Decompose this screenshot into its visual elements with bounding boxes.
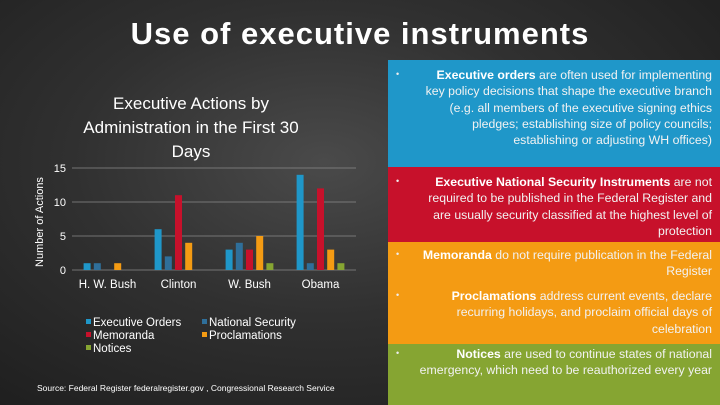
bullet-text: Notices are used to continue states of n…	[419, 347, 712, 378]
bar-clinton-proclamations	[185, 242, 193, 270]
band-orange	[388, 242, 720, 344]
chart-bars	[83, 174, 345, 270]
bullet-dot: •	[396, 69, 400, 79]
legend-swatch	[86, 319, 91, 324]
chart-grid	[72, 167, 356, 271]
band-green	[388, 344, 720, 405]
bullet-panel: • Executive orders are often used for im…	[388, 60, 720, 405]
x-tick-label: H. W. Bush	[79, 279, 137, 291]
bar-h-w-bush-proclamations	[114, 263, 122, 270]
x-tick-label: W. Bush	[228, 279, 271, 291]
bullet-text: Executive National Security Instruments …	[428, 175, 712, 238]
chart-title-line-1: Executive Actions by	[113, 94, 269, 113]
bar-w-bush-national-security	[235, 242, 243, 270]
bar-obama-executive-orders	[296, 174, 304, 270]
slide-title: Use of executive instruments	[130, 16, 590, 51]
x-tick-labels: H. W. Bush Clinton W. Bush Obama	[79, 279, 340, 291]
bar-obama-memoranda	[317, 188, 324, 270]
chart-title-line-2: Administration in the First 30	[83, 118, 299, 137]
bullet-dot: •	[396, 176, 400, 186]
bullet-dot: •	[396, 348, 400, 358]
bar-w-bush-memoranda	[246, 249, 253, 270]
bar-chart: 0 5 10 15 H. W. Bush Clinton W. Bush Obama Num…	[34, 163, 356, 355]
y-tick-labels: 0 5 10 15	[54, 163, 66, 277]
legend-label: Executive Orders	[93, 317, 181, 329]
bar-h-w-bush-national-security	[93, 263, 101, 270]
chart-legend: Executive Orders National Security Memoran…	[86, 317, 296, 355]
y-tick-label: 15	[54, 163, 66, 175]
bar-w-bush-notices	[266, 263, 274, 270]
legend-swatch	[202, 319, 207, 324]
bar-obama-proclamations	[327, 249, 335, 270]
source-note: Source: Federal Register federalregister…	[37, 383, 335, 393]
bar-w-bush-executive-orders	[225, 249, 233, 270]
legend-label: Notices	[93, 343, 132, 355]
chart-title: Executive Actions by Administration in t…	[62, 92, 320, 164]
x-tick-label: Obama	[302, 279, 340, 291]
band-blue	[388, 60, 720, 167]
legend-label: National Security	[209, 317, 296, 329]
bullet-text: Executive orders are often used for impl…	[425, 68, 712, 148]
bullet-text: Memoranda do not require publication in …	[422, 248, 712, 279]
bar-obama-national-security	[306, 263, 314, 270]
x-tick-label: Clinton	[161, 279, 197, 291]
bullet-dot: •	[396, 290, 400, 300]
y-axis-label: Number of Actions	[34, 177, 46, 267]
legend-label: Memoranda	[93, 330, 155, 342]
y-tick-label: 0	[60, 265, 66, 277]
bullet-dot: •	[396, 249, 400, 259]
legend-swatch	[202, 332, 207, 337]
y-tick-label: 10	[54, 197, 66, 209]
bar-clinton-memoranda	[175, 195, 182, 270]
bar-w-bush-proclamations	[256, 236, 264, 270]
y-tick-label: 5	[60, 231, 66, 243]
bar-obama-notices	[337, 263, 345, 270]
band-red	[388, 167, 720, 242]
legend-swatch	[86, 345, 91, 350]
bullet-text: Proclamations address current events, de…	[451, 289, 712, 336]
legend-swatch	[86, 332, 91, 337]
bar-clinton-national-security	[164, 256, 172, 270]
bar-h-w-bush-executive-orders	[83, 263, 91, 270]
chart-title-line-3: Days	[171, 142, 211, 161]
legend-label: Proclamations	[209, 330, 282, 342]
bar-clinton-executive-orders	[154, 229, 162, 270]
